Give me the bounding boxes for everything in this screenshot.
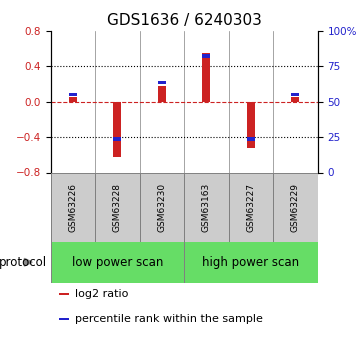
Title: GDS1636 / 6240303: GDS1636 / 6240303 xyxy=(106,13,262,29)
Bar xyxy=(203,54,210,58)
Bar xyxy=(69,97,77,102)
Bar xyxy=(51,241,184,283)
Bar xyxy=(291,97,299,102)
Bar xyxy=(203,53,210,102)
Text: GSM63230: GSM63230 xyxy=(157,183,166,231)
Bar xyxy=(291,93,299,97)
Bar xyxy=(184,172,229,242)
Text: low power scan: low power scan xyxy=(71,256,163,269)
Bar xyxy=(69,93,77,97)
Text: protocol: protocol xyxy=(0,256,47,269)
Text: GSM63229: GSM63229 xyxy=(291,183,300,231)
Text: log2 ratio: log2 ratio xyxy=(75,289,128,299)
Bar xyxy=(229,172,273,242)
Bar xyxy=(158,86,166,102)
Bar xyxy=(95,172,140,242)
Bar xyxy=(58,318,69,320)
Text: GSM63228: GSM63228 xyxy=(113,183,122,231)
Bar xyxy=(113,137,121,141)
Text: GSM63227: GSM63227 xyxy=(247,183,255,231)
Bar xyxy=(58,293,69,295)
Bar xyxy=(247,137,255,141)
Bar xyxy=(247,102,255,148)
Bar xyxy=(113,102,121,157)
Bar xyxy=(184,241,318,283)
Bar xyxy=(140,172,184,242)
Bar xyxy=(158,81,166,84)
Text: GSM63163: GSM63163 xyxy=(202,183,211,231)
Bar xyxy=(273,172,318,242)
Text: GSM63226: GSM63226 xyxy=(68,183,77,231)
Text: percentile rank within the sample: percentile rank within the sample xyxy=(75,314,262,324)
Bar xyxy=(51,172,95,242)
Text: high power scan: high power scan xyxy=(202,256,300,269)
